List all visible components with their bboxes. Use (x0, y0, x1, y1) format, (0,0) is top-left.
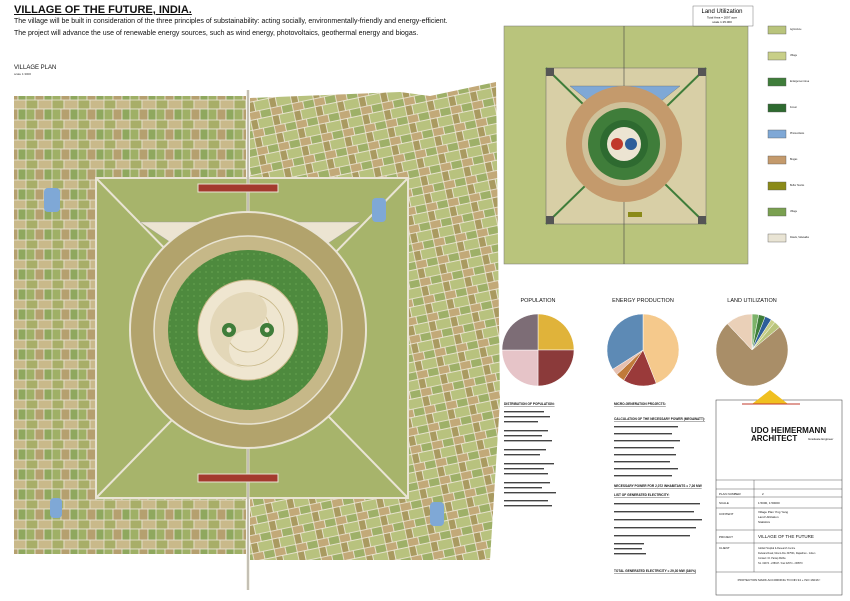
distribution-title: DISTRIBUTION OF POPULATION: (504, 402, 555, 406)
legend-label-0: Agriculture (790, 28, 802, 31)
legend-swatch-1 (767, 51, 787, 61)
statistics: DISTRIBUTION OF POPULATION: MICRO-GENERA… (504, 402, 705, 573)
legend-label-8: Roads, Sidewalks (790, 236, 810, 239)
scale-label: SCALE (719, 501, 729, 505)
pie-1-slice-0 (642, 313, 680, 384)
client-line-3: Contact: Dr. Partap Midha (758, 557, 786, 560)
architect-logo (752, 390, 788, 404)
land-utilization-map (503, 25, 749, 265)
plan-number-label: PLAN NUMBER (719, 492, 742, 496)
necessary-power: NECESSARY POWER FOR 2,072 INHABITANTS = … (614, 484, 702, 488)
client-label: CLIENT (719, 546, 730, 550)
legend-label-6: Buffer Stocks (790, 184, 805, 187)
pie-title-2: LAND UTILIZATION (727, 298, 776, 304)
content-line-2: Land Utilization (758, 515, 779, 519)
client-line-4: Tel. 02974 - 238347 / Fax 02974 - 238570 (758, 562, 803, 565)
pie-0-slice-3 (501, 313, 539, 351)
legend-swatch-4 (767, 129, 787, 139)
legend-label-3: Forest (790, 106, 797, 109)
pie-0-slice-0 (537, 313, 575, 351)
legend-label-7: Village (790, 210, 798, 213)
project-label: PROJECT (719, 535, 733, 539)
content-line-3: Statistics (758, 520, 771, 524)
pie-2-slice-6 (727, 313, 753, 351)
pond-ne (372, 198, 386, 222)
legend-label-5: Biogas (790, 158, 798, 161)
land-map-subtitle: Total Area = 2097 acre (707, 16, 737, 20)
land-map-title: Land Utilization (701, 9, 742, 15)
village-plan-scale: scale 1:3000 (14, 72, 32, 76)
title-block: UDO HEIMERMANN ARCHITECT Graduate Engine… (715, 390, 843, 596)
pond-se (430, 502, 444, 526)
protection-mark: PROTECTION MARK ACCORDING TO DIN 34 + IS… (738, 578, 821, 582)
scale-value: 1:5000, 1:50000 (758, 501, 780, 505)
client-line-2: Delwara Road, Mount Abu 307501, Rajastha… (758, 552, 816, 555)
intro-text-1: The village will be built in considerati… (14, 18, 448, 25)
charts: POPULATION ENERGY PRODUCTION LAND UTILIZAT… (501, 298, 789, 387)
calc-title: CALCULATION OF THE NECESSARY POWER (MEGA… (614, 417, 705, 421)
buffer-stocks (628, 212, 642, 217)
housing-row-north (197, 183, 279, 193)
pie-0-slice-1 (537, 349, 575, 387)
village-plan (14, 82, 500, 590)
pond-sw (50, 498, 62, 518)
legend-swatch-5 (767, 155, 787, 165)
pie-title-1: ENERGY PRODUCTION (612, 298, 674, 304)
page-title: VILLAGE OF THE FUTURE, INDIA. (14, 4, 192, 16)
total-electricity: TOTAL GENERATED ELECTRICITY = 29,30 MW (… (614, 569, 696, 573)
architect-graduate: Graduate Engineer (808, 437, 833, 441)
pie-1-slice-4 (606, 313, 644, 370)
architect-role: ARCHITECT (751, 434, 797, 443)
legend-swatch-0 (767, 25, 787, 35)
legend-swatch-3 (767, 103, 787, 113)
village-plan-title: VILLAGE PLAN (14, 65, 57, 71)
legend: Agriculture Village Enlargement Area Forest… (767, 25, 810, 243)
architect-name: UDO HEIMERMANN (751, 426, 826, 435)
list-title: LIST OF GENERATED ELECTRICITY: (614, 493, 670, 497)
housing-row-south (197, 473, 279, 483)
intro-text-2: The project will advance the use of rene… (14, 30, 419, 37)
content-line-1: Village Plan Ying Yang (758, 510, 788, 514)
plan-number: 2 (762, 492, 764, 496)
project-value: VILLAGE OF THE FUTURE (758, 534, 814, 539)
pie-title-0: POPULATION (520, 298, 555, 304)
land-map-scale: scale 1:15.000 (712, 20, 732, 24)
content-label: CONTENT (719, 512, 734, 516)
legend-swatch-8 (767, 233, 787, 243)
legend-label-1: Village (790, 54, 798, 57)
legend-label-2: Enlargement Area (790, 80, 810, 83)
pie-0-slice-2 (501, 349, 539, 387)
legend-label-4: Photovoltaics (790, 132, 805, 135)
legend-swatch-2 (767, 77, 787, 87)
legend-swatch-6 (767, 181, 787, 191)
micro-generation-title: MICRO-GENERATION PROJECTS: (614, 402, 666, 406)
legend-swatch-7 (767, 207, 787, 217)
client-line-1: Global Hospital & Research Centre (758, 547, 796, 550)
pond-nw (44, 188, 60, 212)
pie-2-slice-5 (715, 323, 789, 387)
